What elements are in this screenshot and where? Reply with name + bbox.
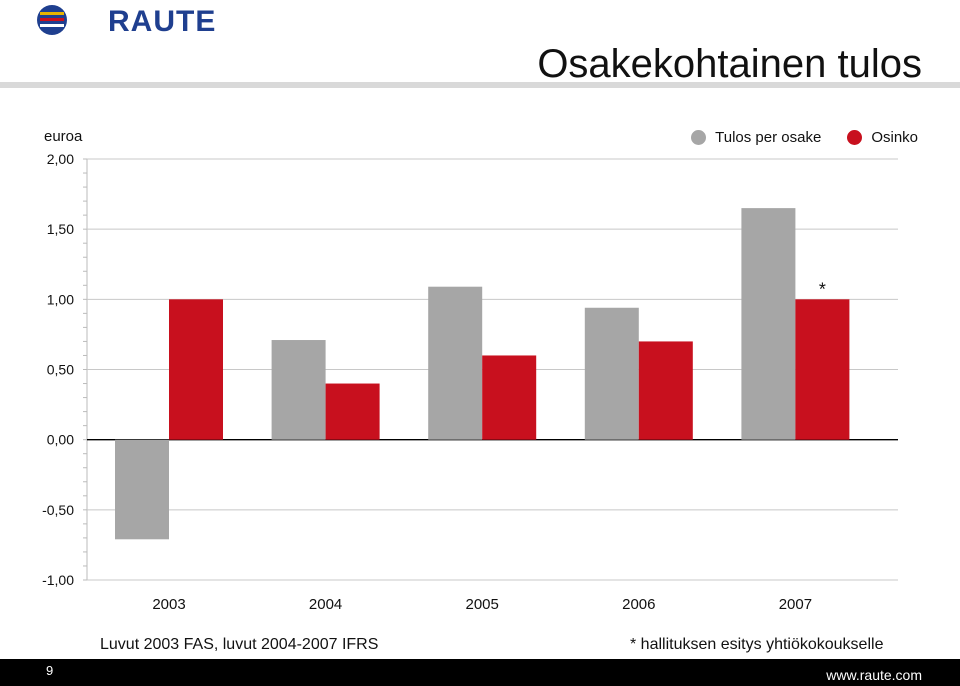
- y-tick-label: 1,50: [47, 221, 74, 237]
- x-tick-label-2007: 2007: [779, 596, 812, 613]
- x-tick-label-2003: 2003: [152, 596, 185, 613]
- legend-label-dividend: Osinko: [871, 129, 918, 146]
- footer-bar: [0, 659, 960, 686]
- raute-logo-text: RAUTE: [108, 5, 217, 38]
- bar-dividend-2003: [169, 299, 223, 440]
- raute-logo-emblem-icon: [37, 5, 67, 35]
- y-tick-label: -0,50: [42, 502, 74, 518]
- bar-eps-2007: [741, 208, 796, 440]
- bar-eps-2003: [115, 439, 169, 540]
- x-tick-label-2004: 2004: [309, 596, 342, 613]
- legend-item-dividend: Osinko: [847, 129, 918, 146]
- legend-label-eps: Tulos per osake: [715, 129, 822, 146]
- y-tick-label: 2,00: [47, 151, 74, 167]
- bar-dividend-2005: [482, 355, 537, 440]
- raute-logo: RAUTE: [36, 4, 215, 38]
- bar-eps-2005: [428, 286, 483, 440]
- footnote-dividend-proposal: * hallituksen esitys yhtiökokoukselle: [630, 636, 884, 653]
- page-title: Osakekohtainen tulos: [537, 42, 922, 86]
- bar-dividend-2004: [325, 383, 380, 440]
- bar-dividend-2006: [638, 341, 693, 440]
- legend-swatch-dividend: [847, 130, 863, 145]
- y-tick-label: 0,50: [47, 362, 74, 378]
- bar-annotation-asterisk: *: [819, 279, 826, 299]
- y-tick-label: 0,00: [47, 432, 74, 448]
- title-divider: [0, 82, 960, 88]
- page-number: 9: [46, 663, 54, 678]
- footnote-accounting: Luvut 2003 FAS, luvut 2004-2007 IFRS: [100, 636, 379, 653]
- y-tick-label: -1,00: [42, 572, 74, 588]
- bar-eps-2004: [271, 340, 326, 440]
- footer-url: www.raute.com: [826, 667, 922, 683]
- bar-dividend-2007: [795, 299, 850, 440]
- legend-swatch-eps: [691, 130, 707, 145]
- y-tick-label: 1,00: [47, 291, 74, 307]
- bar-eps-2006: [584, 307, 639, 440]
- y-axis-unit-label: euroa: [44, 128, 83, 145]
- x-tick-label-2006: 2006: [622, 596, 655, 613]
- legend-item-eps: Tulos per osake: [691, 129, 821, 146]
- x-tick-label-2005: 2005: [466, 596, 499, 613]
- chart-legend: Tulos per osake Osinko: [665, 129, 918, 146]
